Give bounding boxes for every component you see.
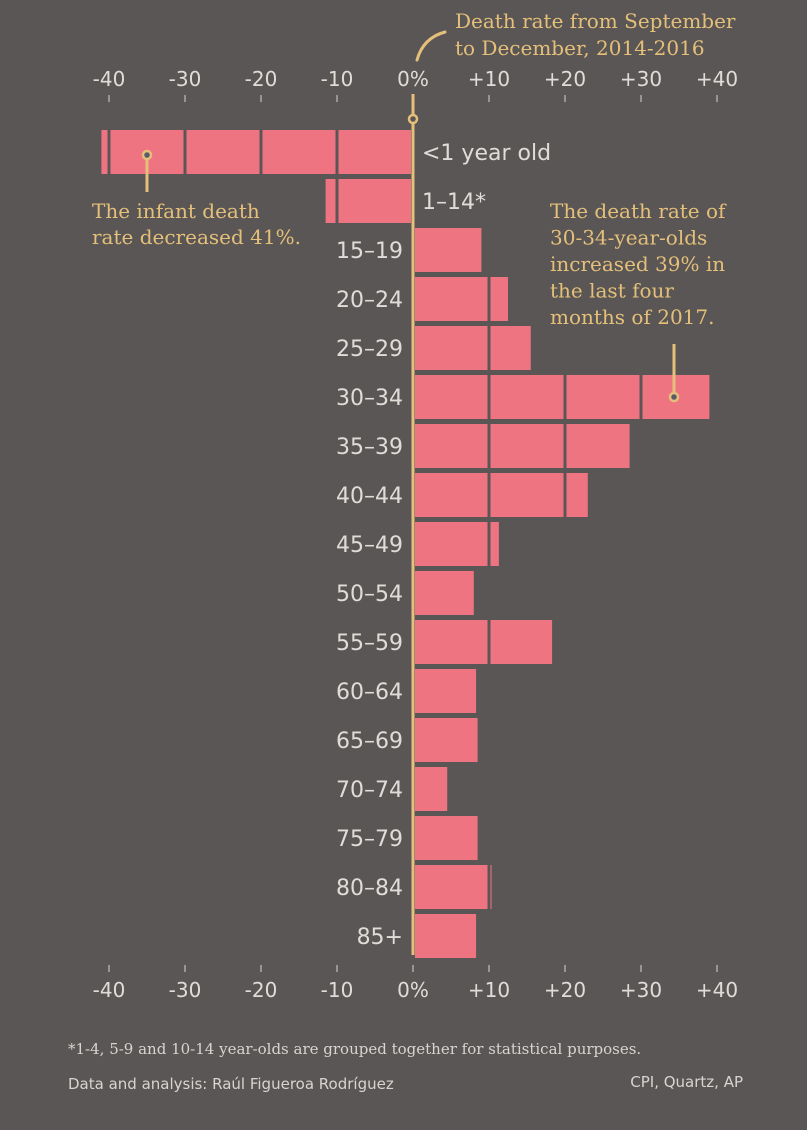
bar-segment — [338, 130, 411, 174]
bottom-tick-label: -40 — [93, 978, 126, 1002]
top-tick-label: +30 — [620, 67, 662, 91]
category-label: <1 year old — [422, 141, 551, 166]
bar-segment — [490, 522, 499, 566]
footnote: *1-4, 5-9 and 10-14 year-olds are groupe… — [68, 1040, 642, 1058]
bottom-tick-label: +40 — [696, 978, 738, 1002]
bar-segment — [415, 865, 488, 909]
chart: -40 -30 -20 -10 0% +10 +20 +30 +40 -40 -30 -20 -10 0… — [92, 9, 738, 1002]
bar-segment — [415, 228, 482, 272]
age30-annotation: the last four — [550, 279, 674, 303]
age30-annotation: The death rate of — [550, 199, 727, 223]
bar-segment — [415, 473, 488, 517]
bar-segment — [490, 473, 564, 517]
bar-segment — [566, 375, 640, 419]
bar-segment — [566, 424, 630, 468]
top-tick-label: -10 — [321, 67, 354, 91]
category-label: 60–64 — [336, 680, 403, 705]
top-tick-label: -20 — [245, 67, 278, 91]
bar-segment — [415, 914, 477, 958]
category-label: 20–24 — [336, 288, 403, 313]
category-label: 75–79 — [336, 827, 403, 852]
bottom-tick-label: 0% — [397, 978, 429, 1002]
category-label: 30–34 — [336, 386, 403, 411]
bar-segment — [186, 130, 260, 174]
category-label: 70–74 — [336, 778, 403, 803]
category-label: 40–44 — [336, 484, 403, 509]
baseline-callout-curve — [415, 30, 447, 62]
category-label: 50–54 — [336, 582, 403, 607]
baseline-marker — [407, 113, 419, 125]
bars — [101, 130, 710, 958]
category-labels: <1 year old 1–14* 15–19 20–24 25–29 30–34 35–3… — [336, 141, 551, 950]
bar-segment — [490, 326, 531, 370]
bar-segment — [415, 571, 474, 615]
category-label: 15–19 — [336, 239, 403, 264]
baseline: Death rate from September to December, 20… — [407, 9, 736, 955]
age30-annotation: increased 39% in — [550, 252, 725, 276]
category-label: 80–84 — [336, 876, 403, 901]
bar-segment — [490, 277, 508, 321]
bar-segment — [415, 620, 488, 664]
bar-segment — [338, 179, 411, 223]
top-tick-label: +10 — [468, 67, 510, 91]
bar-segment — [101, 130, 108, 174]
bottom-tick-label: +20 — [544, 978, 586, 1002]
age30-callout-marker — [668, 391, 680, 403]
bar-segment — [490, 865, 492, 909]
bottom-tick-label: +30 — [620, 978, 662, 1002]
top-tick-label: +20 — [544, 67, 586, 91]
bottom-tick-label: -30 — [169, 978, 202, 1002]
top-tick-label: +40 — [696, 67, 738, 91]
top-tick-label: -30 — [169, 67, 202, 91]
bar-segment — [490, 424, 564, 468]
credit: Data and analysis: Raúl Figueroa Rodrígu… — [68, 1075, 394, 1093]
bottom-tick-label: -20 — [245, 978, 278, 1002]
bar-segment — [415, 522, 488, 566]
bar-segment — [415, 424, 488, 468]
category-label: 45–49 — [336, 533, 403, 558]
bar-segment — [262, 130, 336, 174]
bar-segment — [415, 277, 488, 321]
infant-annotation: The infant death — [92, 199, 260, 223]
top-axis: -40 -30 -20 -10 0% +10 +20 +30 +40 — [93, 67, 738, 102]
bottom-tick-label: -10 — [321, 978, 354, 1002]
bar-segment — [490, 620, 553, 664]
age30-annotation: 30-34-year-olds — [550, 226, 707, 250]
infant-annotation: rate decreased 41%. — [92, 225, 301, 249]
category-label: 25–29 — [336, 337, 403, 362]
bar-segment — [490, 375, 564, 419]
category-label: 85+ — [357, 925, 403, 950]
bar-segment — [415, 718, 478, 762]
bar-segment — [325, 179, 336, 223]
bar-segment — [415, 375, 488, 419]
bottom-axis: -40 -30 -20 -10 0% +10 +20 +30 +40 — [93, 965, 738, 1002]
bar-segment — [566, 473, 588, 517]
category-label: 65–69 — [336, 729, 403, 754]
top-tick-label: 0% — [397, 67, 429, 91]
baseline-label: Death rate from September — [455, 9, 736, 33]
bottom-tick-label: +10 — [468, 978, 510, 1002]
age30-annotation: months of 2017. — [550, 305, 714, 329]
bar-segment — [415, 669, 477, 713]
top-tick-label: -40 — [93, 67, 126, 91]
bar-segment — [415, 326, 488, 370]
category-label: 1–14* — [422, 190, 486, 215]
category-label: 35–39 — [336, 435, 403, 460]
bar-segment — [415, 767, 448, 811]
infant-callout-marker — [141, 149, 153, 161]
category-label: 55–59 — [336, 631, 403, 656]
baseline-label: to December, 2014-2016 — [455, 36, 705, 60]
source: CPI, Quartz, AP — [630, 1073, 743, 1091]
bar-segment — [415, 816, 478, 860]
